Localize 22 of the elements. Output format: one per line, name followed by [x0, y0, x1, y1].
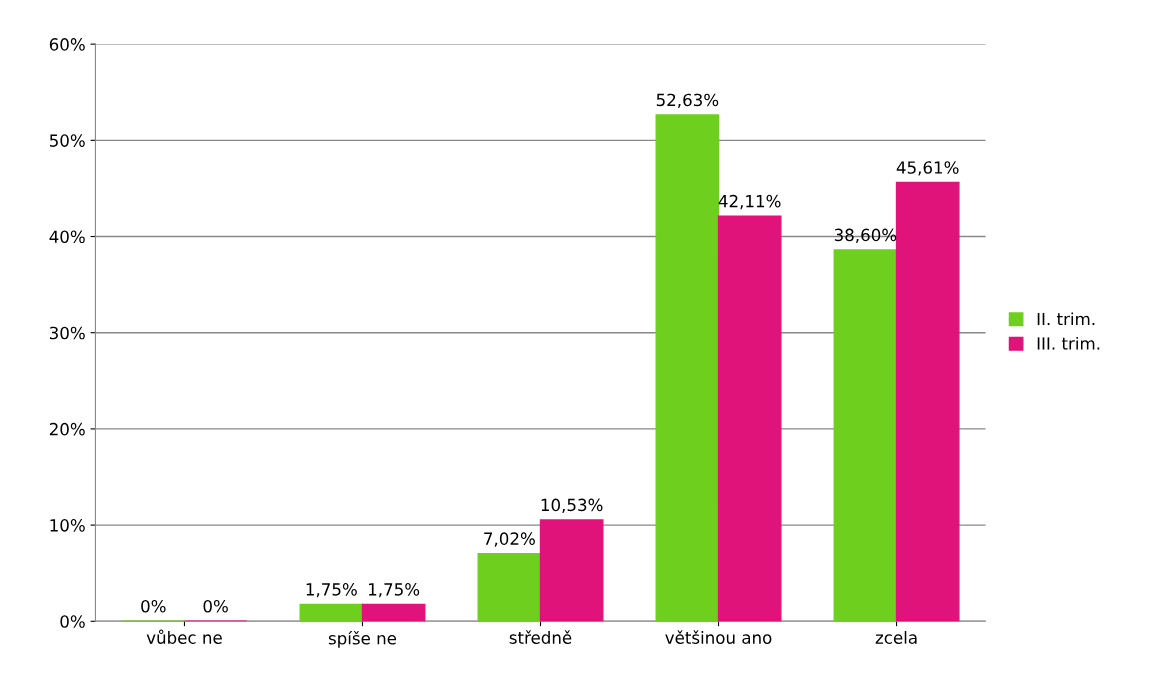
y-tick-label: 60%	[49, 38, 85, 51]
x-tick-label: vůbec ne	[146, 629, 222, 644]
data-label: 1,75%	[368, 583, 420, 598]
y-tick-label: 40%	[49, 230, 85, 244]
data-label: 10,53%	[541, 498, 603, 513]
data-label: 0%	[203, 599, 228, 613]
y-tick-label: 20%	[49, 422, 85, 436]
legend-label: III. trim.	[1037, 336, 1100, 350]
data-label: 52,63%	[656, 93, 719, 108]
data-label: 45,61%	[896, 161, 959, 176]
y-tick-label: 50%	[49, 134, 85, 147]
y-tick-label: 30%	[49, 326, 85, 340]
data-label: 0%	[141, 599, 166, 613]
data-label: 7,02%	[484, 532, 535, 547]
x-tick-label: spíše ne	[328, 631, 397, 648]
y-tick-label: 10%	[50, 519, 85, 532]
y-tick-label: 0%	[60, 615, 85, 628]
legend-label: II. trim.	[1037, 312, 1095, 326]
x-tick-label: zcela	[875, 631, 917, 644]
x-tick-label: většinou ano	[665, 630, 772, 644]
data-label: 1,75%	[306, 583, 357, 598]
x-tick-label: středně	[509, 630, 572, 644]
